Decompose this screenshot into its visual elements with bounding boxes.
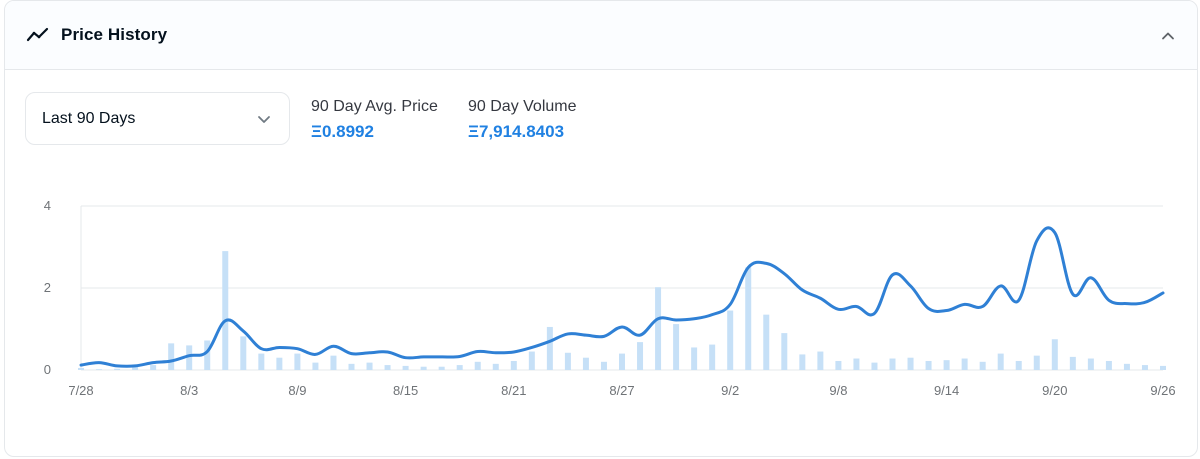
- volume-bar: [150, 365, 157, 370]
- volume-bar: [853, 358, 860, 370]
- price-history-panel: Price History Last 90 Days 90 Day Avg. P…: [4, 0, 1198, 457]
- volume-bar: [294, 353, 301, 370]
- volume-bar: [1141, 365, 1148, 370]
- volume-bar: [835, 360, 842, 370]
- volume-bar: [997, 353, 1004, 370]
- volume-stat: 90 Day Volume Ξ7,914.8403: [468, 98, 577, 142]
- avg-price-label: 90 Day Avg. Price: [311, 98, 438, 115]
- volume-bar: [96, 369, 103, 370]
- volume-bar: [709, 344, 716, 370]
- volume-bar: [438, 366, 445, 370]
- volume-bar: [564, 352, 571, 370]
- volume-bar: [763, 314, 770, 370]
- volume-bar: [222, 251, 229, 370]
- volume-bar: [258, 353, 265, 370]
- volume-bar: [366, 362, 373, 370]
- volume-bar: [691, 347, 698, 370]
- volume-value: Ξ7,914.8403: [468, 122, 565, 141]
- controls-row: Last 90 Days 90 Day Avg. Price Ξ0.8992 9…: [5, 70, 1197, 160]
- volume-bar: [276, 357, 283, 370]
- volume-bar: [204, 340, 211, 370]
- volume-bar: [1033, 355, 1040, 370]
- volume-bar: [655, 287, 662, 370]
- panel-header[interactable]: Price History: [5, 1, 1197, 70]
- volume-bar: [1087, 358, 1094, 370]
- avg-price-value: Ξ0.8992: [311, 122, 374, 141]
- volume-bar: [1051, 339, 1058, 370]
- avg-price-stat: 90 Day Avg. Price Ξ0.8992: [311, 98, 438, 142]
- x-tick-label: 9/26: [1150, 383, 1175, 398]
- chevron-up-icon[interactable]: [1155, 23, 1181, 49]
- volume-bar: [546, 326, 553, 370]
- volume-bar: [420, 366, 427, 370]
- volume-bar: [1123, 363, 1130, 370]
- volume-bar: [528, 351, 535, 370]
- volume-bar: [312, 362, 319, 370]
- x-tick-label: 8/3: [180, 383, 198, 398]
- x-tick-label: 9/14: [934, 383, 959, 398]
- volume-label: 90 Day Volume: [468, 98, 577, 115]
- volume-bar: [961, 358, 968, 370]
- volume-bar: [510, 360, 517, 370]
- volume-bar: [889, 358, 896, 370]
- panel-title: Price History: [61, 25, 168, 44]
- volume-bar: [925, 360, 932, 370]
- volume-bar: [745, 267, 752, 370]
- volume-bar: [871, 362, 878, 370]
- volume-bar: [582, 357, 589, 370]
- x-tick-label: 8/21: [501, 383, 526, 398]
- x-tick-label: 7/28: [68, 383, 93, 398]
- volume-bar: [799, 354, 806, 370]
- volume-bar: [114, 368, 121, 370]
- y-tick-label: 2: [44, 280, 51, 295]
- y-tick-label: 4: [44, 198, 51, 213]
- volume-bar: [781, 333, 788, 370]
- x-tick-label: 9/20: [1042, 383, 1067, 398]
- volume-bar: [619, 353, 625, 370]
- time-range-select[interactable]: Last 90 Days: [25, 92, 290, 145]
- volume-bar: [186, 345, 193, 370]
- volume-bar: [474, 361, 481, 370]
- x-tick-label: 9/2: [721, 383, 739, 398]
- volume-bar: [727, 310, 734, 370]
- volume-bar: [384, 365, 391, 370]
- volume-bar: [402, 365, 409, 370]
- volume-bar: [673, 324, 680, 370]
- x-tick-label: 8/15: [393, 383, 418, 398]
- volume-bar: [907, 357, 914, 370]
- volume-bar: [348, 363, 355, 370]
- volume-bar: [817, 351, 824, 370]
- price-line: [79, 226, 1165, 368]
- y-tick-label: 0: [44, 362, 51, 377]
- volume-bar: [132, 366, 139, 370]
- x-tick-label: 8/27: [609, 383, 634, 398]
- x-tick-label: 9/8: [829, 383, 847, 398]
- volume-bar: [943, 360, 950, 370]
- volume-bar: [492, 363, 499, 370]
- volume-bar: [637, 342, 644, 370]
- volume-bar: [240, 336, 247, 370]
- price-history-chart[interactable]: 0 2 4 7/28 8/3 8/9 8/15 8/21 8/27 9/2 9/8 9/14 9/20 9…: [5, 161, 1198, 411]
- volume-bar: [1160, 365, 1166, 370]
- volume-bar: [1105, 360, 1112, 370]
- volume-bar: [600, 361, 607, 370]
- volume-bar: [1069, 356, 1076, 370]
- volume-bar: [168, 343, 175, 370]
- chevron-down-icon: [253, 108, 275, 130]
- volume-bar: [78, 367, 84, 370]
- trending-line-icon: [25, 22, 51, 48]
- volume-bar: [330, 355, 337, 370]
- time-range-value: Last 90 Days: [42, 109, 136, 127]
- volume-bar: [979, 361, 986, 370]
- volume-bar: [456, 365, 463, 370]
- x-tick-label: 8/9: [288, 383, 306, 398]
- volume-bar: [1015, 360, 1022, 370]
